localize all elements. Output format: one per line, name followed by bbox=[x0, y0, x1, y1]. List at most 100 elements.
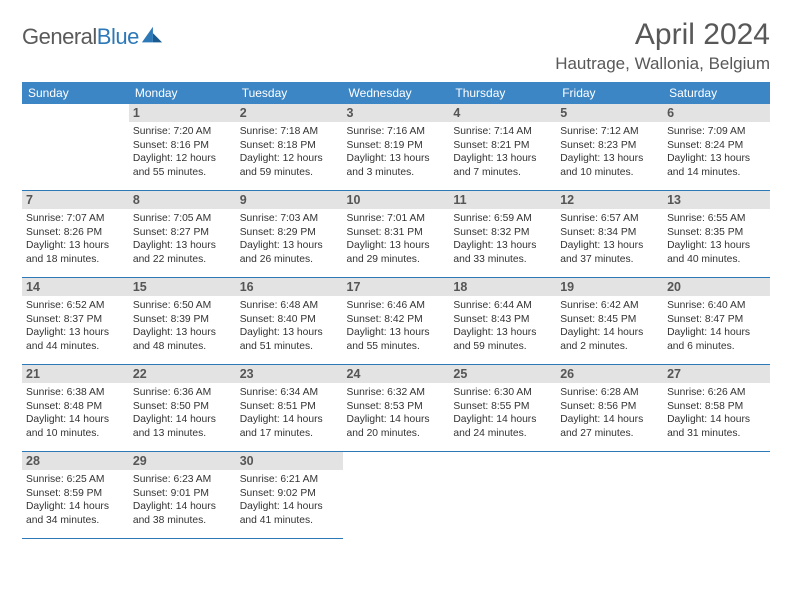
day-info: Sunrise: 6:26 AMSunset: 8:58 PMDaylight:… bbox=[667, 386, 766, 440]
weekday-header: Friday bbox=[556, 82, 663, 104]
calendar-cell: 15Sunrise: 6:50 AMSunset: 8:39 PMDayligh… bbox=[129, 278, 236, 365]
calendar-cell: 10 Sunrise: 7:01 AMSunset: 8:31 PMDayligh… bbox=[343, 191, 450, 278]
calendar-cell: 4 Sunrise: 7:14 AMSunset: 8:21 PMDaylight… bbox=[449, 104, 556, 191]
day-number: 7 bbox=[22, 191, 129, 209]
calendar-cell: 23 Sunrise: 6:34 AMSunset: 8:51 PMDayligh… bbox=[236, 365, 343, 452]
logo-part1: General bbox=[22, 24, 97, 49]
day-number: 18 bbox=[449, 278, 556, 296]
day-number: 1 bbox=[129, 104, 236, 122]
day-info: Sunrise: 6:55 AMSunset: 8:35 PMDaylight:… bbox=[667, 212, 766, 266]
day-info: Sunrise: 6:23 AMSunset: 9:01 PMDaylight:… bbox=[133, 473, 232, 527]
day-info: Sunrise: 6:30 AMSunset: 8:55 PMDaylight:… bbox=[453, 386, 552, 440]
day-info: Sunrise: 7:12 AMSunset: 8:23 PMDaylight:… bbox=[560, 125, 659, 179]
day-info: Sunrise: 6:59 AMSunset: 8:32 PMDaylight:… bbox=[453, 212, 552, 266]
day-number: 20 bbox=[663, 278, 770, 296]
day-number: 23 bbox=[236, 365, 343, 383]
day-info: Sunrise: 6:36 AMSunset: 8:50 PMDaylight:… bbox=[133, 386, 232, 440]
calendar-cell: 8Sunrise: 7:05 AMSunset: 8:27 PMDaylight… bbox=[129, 191, 236, 278]
calendar-cell: 5 Sunrise: 7:12 AMSunset: 8:23 PMDaylight… bbox=[556, 104, 663, 191]
day-info: Sunrise: 7:03 AMSunset: 8:29 PMDaylight:… bbox=[240, 212, 339, 266]
weekday-header: Sunday bbox=[22, 82, 129, 104]
calendar-cell: 14 Sunrise: 6:52 AMSunset: 8:37 PMDayligh… bbox=[22, 278, 129, 365]
day-number: 5 bbox=[556, 104, 663, 122]
calendar-row: 1 Sunrise: 7:20 AMSunset: 8:16 PMDaylight… bbox=[22, 104, 770, 191]
title-block: April 2024 Hautrage, Wallonia, Belgium bbox=[555, 18, 770, 74]
calendar-cell: 29 Sunrise: 6:23 AMSunset: 9:01 PMDayligh… bbox=[129, 452, 236, 539]
day-number: 9 bbox=[236, 191, 343, 209]
logo: GeneralBlue bbox=[22, 24, 163, 50]
calendar-cell: 21 Sunrise: 6:38 AMSunset: 8:48 PMDayligh… bbox=[22, 365, 129, 452]
day-info: Sunrise: 6:46 AMSunset: 8:42 PMDaylight:… bbox=[347, 299, 446, 353]
day-info: Sunrise: 7:14 AMSunset: 8:21 PMDaylight:… bbox=[453, 125, 552, 179]
day-number: 3 bbox=[343, 104, 450, 122]
calendar-cell: 13Sunrise: 6:55 AMSunset: 8:35 PMDayligh… bbox=[663, 191, 770, 278]
day-number: 12 bbox=[556, 191, 663, 209]
day-number: 19 bbox=[556, 278, 663, 296]
day-number: 30 bbox=[236, 452, 343, 470]
day-info: Sunrise: 7:18 AMSunset: 8:18 PMDaylight:… bbox=[240, 125, 339, 179]
location-text: Hautrage, Wallonia, Belgium bbox=[555, 54, 770, 74]
weekday-header: Tuesday bbox=[236, 82, 343, 104]
day-info: Sunrise: 6:57 AMSunset: 8:34 PMDaylight:… bbox=[560, 212, 659, 266]
day-number: 2 bbox=[236, 104, 343, 122]
day-number: 26 bbox=[556, 365, 663, 383]
calendar-row: 21 Sunrise: 6:38 AMSunset: 8:48 PMDayligh… bbox=[22, 365, 770, 452]
calendar-cell: 20 Sunrise: 6:40 AMSunset: 8:47 PMDayligh… bbox=[663, 278, 770, 365]
logo-text: GeneralBlue bbox=[22, 24, 139, 50]
calendar-row: 28 Sunrise: 6:25 AMSunset: 8:59 PMDayligh… bbox=[22, 452, 770, 539]
calendar-cell: 12 Sunrise: 6:57 AMSunset: 8:34 PMDayligh… bbox=[556, 191, 663, 278]
day-number: 6 bbox=[663, 104, 770, 122]
weekday-header-row: Sunday Monday Tuesday Wednesday Thursday… bbox=[22, 82, 770, 104]
day-info: Sunrise: 7:01 AMSunset: 8:31 PMDaylight:… bbox=[347, 212, 446, 266]
calendar-cell bbox=[343, 452, 450, 539]
day-number: 15 bbox=[129, 278, 236, 296]
calendar-cell: 25 Sunrise: 6:30 AMSunset: 8:55 PMDayligh… bbox=[449, 365, 556, 452]
day-number: 17 bbox=[343, 278, 450, 296]
day-number: 4 bbox=[449, 104, 556, 122]
calendar-row: 14 Sunrise: 6:52 AMSunset: 8:37 PMDayligh… bbox=[22, 278, 770, 365]
logo-icon bbox=[141, 25, 163, 50]
calendar-cell: 7Sunrise: 7:07 AMSunset: 8:26 PMDaylight… bbox=[22, 191, 129, 278]
page-title: April 2024 bbox=[555, 18, 770, 52]
logo-part2: Blue bbox=[97, 24, 139, 49]
day-info: Sunrise: 7:20 AMSunset: 8:16 PMDaylight:… bbox=[133, 125, 232, 179]
calendar-cell bbox=[22, 104, 129, 191]
weekday-header: Thursday bbox=[449, 82, 556, 104]
calendar-cell: 18Sunrise: 6:44 AMSunset: 8:43 PMDayligh… bbox=[449, 278, 556, 365]
calendar-cell: 6 Sunrise: 7:09 AMSunset: 8:24 PMDaylight… bbox=[663, 104, 770, 191]
day-number: 22 bbox=[129, 365, 236, 383]
day-number: 10 bbox=[343, 191, 450, 209]
day-info: Sunrise: 6:38 AMSunset: 8:48 PMDaylight:… bbox=[26, 386, 125, 440]
calendar-cell: 3 Sunrise: 7:16 AMSunset: 8:19 PMDaylight… bbox=[343, 104, 450, 191]
day-info: Sunrise: 6:21 AMSunset: 9:02 PMDaylight:… bbox=[240, 473, 339, 527]
day-info: Sunrise: 6:40 AMSunset: 8:47 PMDaylight:… bbox=[667, 299, 766, 353]
day-info: Sunrise: 6:52 AMSunset: 8:37 PMDaylight:… bbox=[26, 299, 125, 353]
day-info: Sunrise: 6:34 AMSunset: 8:51 PMDaylight:… bbox=[240, 386, 339, 440]
day-number: 21 bbox=[22, 365, 129, 383]
day-info: Sunrise: 6:48 AMSunset: 8:40 PMDaylight:… bbox=[240, 299, 339, 353]
calendar-cell: 11 Sunrise: 6:59 AMSunset: 8:32 PMDayligh… bbox=[449, 191, 556, 278]
calendar-table: Sunday Monday Tuesday Wednesday Thursday… bbox=[22, 82, 770, 539]
day-number: 16 bbox=[236, 278, 343, 296]
calendar-row: 7Sunrise: 7:07 AMSunset: 8:26 PMDaylight… bbox=[22, 191, 770, 278]
calendar-cell: 22 Sunrise: 6:36 AMSunset: 8:50 PMDayligh… bbox=[129, 365, 236, 452]
day-info: Sunrise: 7:05 AMSunset: 8:27 PMDaylight:… bbox=[133, 212, 232, 266]
calendar-cell: 2 Sunrise: 7:18 AMSunset: 8:18 PMDaylight… bbox=[236, 104, 343, 191]
calendar-cell: 17 Sunrise: 6:46 AMSunset: 8:42 PMDayligh… bbox=[343, 278, 450, 365]
day-info: Sunrise: 6:32 AMSunset: 8:53 PMDaylight:… bbox=[347, 386, 446, 440]
day-info: Sunrise: 6:25 AMSunset: 8:59 PMDaylight:… bbox=[26, 473, 125, 527]
calendar-cell bbox=[556, 452, 663, 539]
day-number: 29 bbox=[129, 452, 236, 470]
calendar-cell bbox=[663, 452, 770, 539]
day-info: Sunrise: 7:16 AMSunset: 8:19 PMDaylight:… bbox=[347, 125, 446, 179]
weekday-header: Wednesday bbox=[343, 82, 450, 104]
day-number: 11 bbox=[449, 191, 556, 209]
day-info: Sunrise: 6:42 AMSunset: 8:45 PMDaylight:… bbox=[560, 299, 659, 353]
day-number: 25 bbox=[449, 365, 556, 383]
day-number: 28 bbox=[22, 452, 129, 470]
calendar-cell bbox=[449, 452, 556, 539]
header: GeneralBlue April 2024 Hautrage, Walloni… bbox=[22, 18, 770, 74]
day-info: Sunrise: 7:09 AMSunset: 8:24 PMDaylight:… bbox=[667, 125, 766, 179]
day-number: 14 bbox=[22, 278, 129, 296]
calendar-cell: 1 Sunrise: 7:20 AMSunset: 8:16 PMDaylight… bbox=[129, 104, 236, 191]
